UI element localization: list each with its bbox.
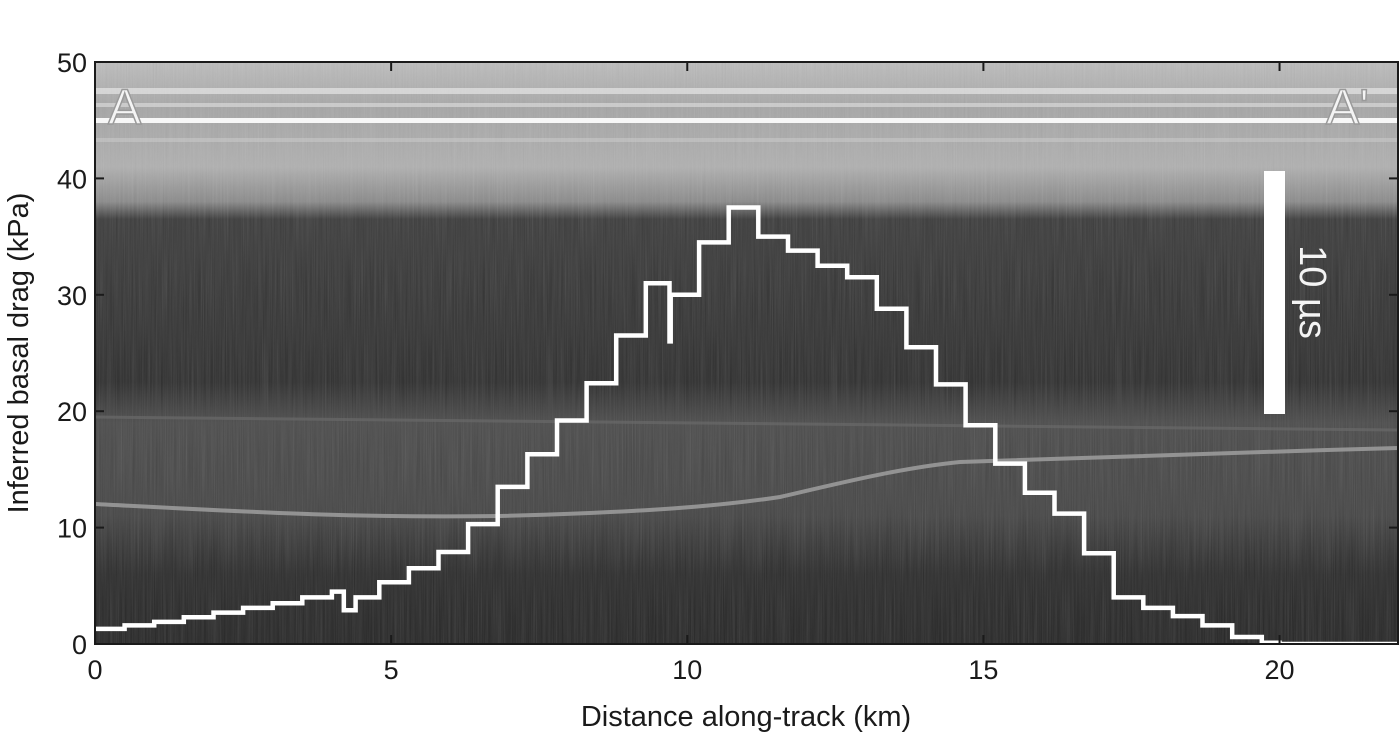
echogram-grain [95,62,1398,644]
y-axis-label: Inferred basal drag (kPa) [3,193,35,514]
scale-bar [1264,171,1285,414]
y-tick-label: 50 [57,48,87,78]
x-axis-label: Distance along-track (km) [581,701,911,733]
scale-bar-label: 10 µs [1291,245,1333,339]
x-tick-label: 0 [87,655,102,685]
y-tick-label: 20 [57,397,87,427]
surface-layer-band [95,103,1398,107]
x-tick-label: 10 [672,655,702,685]
surface-layer-band [95,138,1398,142]
profile-end-label: A' [1326,79,1369,135]
y-tick-label: 40 [57,164,87,194]
y-tick-label: 0 [72,630,87,660]
profile-start-label: A [108,79,142,135]
y-tick-label: 10 [57,514,87,544]
x-tick-label: 20 [1265,655,1295,685]
y-tick-label: 30 [57,281,87,311]
x-tick-label: 5 [384,655,399,685]
x-tick-label: 15 [968,655,998,685]
surface-layer-band [95,88,1398,94]
plot-area [95,62,1398,644]
surface-reflector-line [95,118,1398,123]
